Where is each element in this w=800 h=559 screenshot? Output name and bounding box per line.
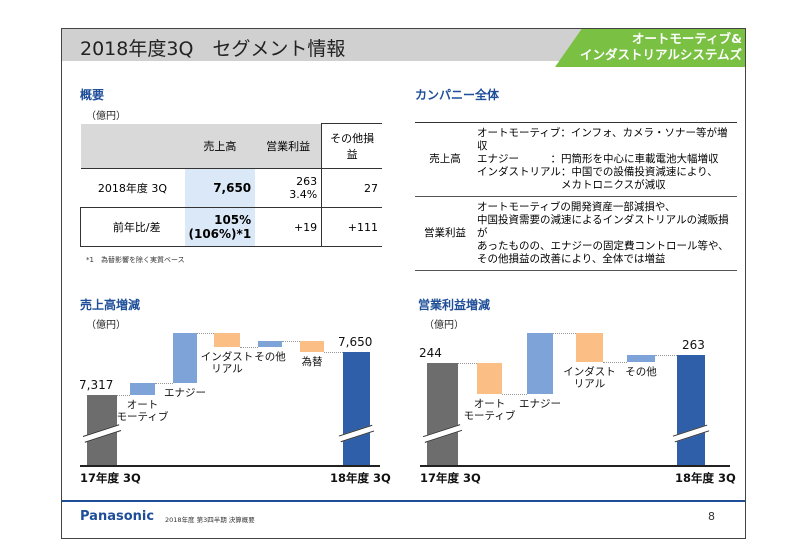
x-axis — [420, 465, 730, 467]
company-op-label: 営業利益 — [415, 196, 475, 271]
connector — [282, 340, 300, 342]
bar-step — [173, 333, 197, 383]
bar-start — [427, 363, 458, 465]
category-end: 18年度 3Q — [675, 471, 736, 485]
line: メカトロニクスが減収 — [477, 179, 666, 191]
bar-end — [677, 355, 705, 465]
bar-step — [214, 333, 240, 347]
col-sales: 売上高 — [203, 139, 237, 153]
col-op: 営業利益 — [266, 139, 311, 153]
line: エナジー ：円筒形を中心に車載電池大幅増収 — [477, 153, 719, 165]
line: その他損益の改善により、全体では増益 — [477, 253, 666, 265]
slide-frame — [61, 28, 746, 539]
col-other: その他損益 — [321, 123, 382, 169]
bar-step — [258, 340, 282, 347]
connector — [655, 355, 677, 356]
row1-label: 2018年度 3Q — [97, 182, 168, 195]
segment-line-1: オートモーティブ& — [631, 31, 742, 46]
line: インダストリアル：中国での設備投資減速により、 — [477, 166, 718, 178]
op-profit: 263 — [296, 175, 318, 188]
connector — [553, 332, 576, 334]
line: オートモーティブの開発資産一部減損や、 — [477, 201, 676, 213]
step-label: エナジー — [519, 398, 561, 411]
bar-step — [477, 363, 502, 395]
row2-other: +111 — [321, 207, 382, 247]
value-label-end: 263 — [682, 338, 705, 352]
row2-label: 前年比/差 — [80, 207, 185, 247]
step-label: オート モーティブ — [116, 399, 169, 423]
company-sales-label: 売上高 — [415, 122, 475, 197]
op-margin: 3.4% — [289, 188, 318, 201]
chart2-unit: （億円） — [424, 320, 464, 331]
x-axis — [80, 465, 380, 467]
company-sales-text: オートモーティブ：インフォ、カメラ・ソナー等が増収 エナジー ：円筒形を中心に車載… — [475, 122, 737, 197]
overview-unit: （億円） — [86, 111, 126, 122]
connector — [197, 333, 214, 335]
row1-other: 27 — [321, 168, 382, 208]
connector — [458, 363, 477, 364]
footer-line — [62, 500, 745, 502]
category-start: 17年度 3Q — [420, 471, 481, 485]
connector — [502, 394, 527, 396]
company-op-text: オートモーティブの開発資産一部減損や、 中国投資需要の減速によるインダストリアルの… — [475, 196, 737, 271]
step-label: エナジー — [164, 386, 206, 399]
line: 中国投資需要の減速によるインダストリアルの減販損が — [477, 214, 729, 239]
segment-tab-label: オートモーティブ& インダストリアルシステムズ — [570, 31, 742, 63]
page-number: 8 — [708, 510, 715, 523]
value-label-end: 7,650 — [338, 335, 373, 349]
company-heading: カンパニー全体 — [415, 88, 500, 102]
col-blank — [81, 124, 185, 169]
footer-doc: 2018年度 第3四半期 決算概要 — [165, 516, 255, 524]
chart1-title: 売上高増減 — [80, 298, 141, 312]
connector — [324, 352, 343, 353]
bar-end — [343, 352, 370, 465]
row1-sales: 7,650 — [184, 168, 256, 208]
company-table: 売上高 オートモーティブ：インフォ、カメラ・ソナー等が増収 エナジー ：円筒形を中… — [415, 122, 737, 271]
connector — [603, 362, 627, 364]
value-label-start: 244 — [419, 346, 442, 360]
overview-heading: 概要 — [80, 88, 105, 102]
step-label: その他 — [254, 350, 286, 363]
panasonic-logo: Panasonic — [80, 509, 155, 524]
overview-table: 売上高 営業利益 その他損益 2018年度 3Q 7,650 263 3.4% 2… — [80, 123, 382, 247]
footnote: *1 為替影響を除く実質ベース — [86, 256, 185, 264]
bar-step — [300, 340, 324, 352]
segment-tab — [555, 29, 745, 67]
line: オートモーティブ：インフォ、カメラ・ソナー等が増収 — [477, 127, 728, 152]
segment-line-2: インダストリアルシステムズ — [579, 47, 742, 62]
page-title: 2018年度3Q セグメント情報 — [80, 38, 346, 60]
step-label: オート モーティブ — [463, 398, 516, 423]
row1-op: 263 3.4% — [255, 169, 322, 208]
category-end: 18年度 3Q — [330, 471, 391, 485]
chart2-title: 営業利益増減 — [418, 298, 491, 312]
bar-step — [627, 355, 655, 363]
chart1-unit: （億円） — [86, 320, 126, 331]
bar-step — [527, 332, 553, 395]
line: あったものの、エナジーの固定費コントロール等や、 — [477, 240, 729, 252]
row2-sales: 105% (106%)*1 — [184, 207, 256, 247]
bar-step — [130, 382, 155, 395]
category-start: 17年度 3Q — [80, 471, 141, 485]
value-label-start: 7,317 — [79, 378, 114, 392]
sales-yoy: 105% — [214, 213, 252, 227]
connector — [240, 346, 258, 348]
sales-yoy-real: (106%)*1 — [188, 227, 252, 241]
step-label: 為替 — [301, 356, 323, 368]
bar-step — [576, 332, 603, 363]
step-label: インダスト リアル — [200, 350, 254, 375]
step-label: その他 — [625, 366, 657, 379]
connector — [117, 395, 130, 396]
step-label: インダスト リアル — [563, 366, 616, 391]
connector — [155, 382, 173, 384]
row2-op: +19 — [293, 220, 318, 234]
